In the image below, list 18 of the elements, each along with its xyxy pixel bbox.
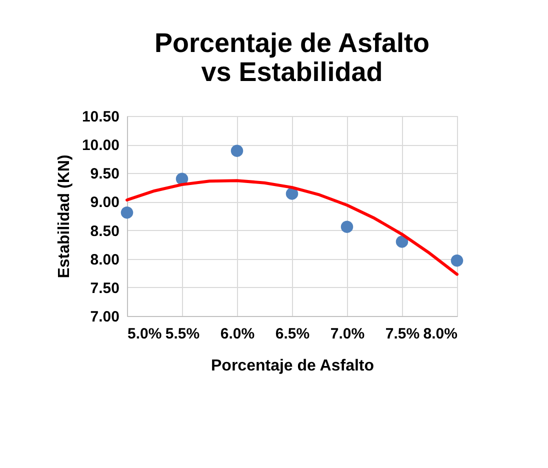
y-tick-label: 7.00 (90, 308, 120, 326)
x-tick-label: 7.5% (385, 326, 420, 342)
y-tick-label: 10.00 (82, 137, 120, 154)
x-tick-label: 5.0% (128, 326, 162, 342)
x-tick-label: 6.5% (275, 326, 310, 342)
x-tick-label: 8.0% (423, 326, 458, 342)
x-tick-label: 6.0% (220, 326, 255, 342)
y-tick-label: 9.50 (90, 166, 120, 183)
y-tick-label: 10.50 (82, 108, 120, 126)
y-tick-label: 8.50 (90, 222, 120, 240)
x-tick-label: 7.0% (330, 326, 365, 342)
x-axis-title: Porcentaje de Asfalto (210, 358, 374, 374)
y-axis-title: Estabilidad (KN) (56, 154, 73, 278)
y-tick-label: 9.00 (90, 194, 120, 212)
y-tick-label: 7.50 (90, 280, 120, 297)
y-tick-label: 8.00 (90, 251, 120, 268)
x-tick-label: 5.5% (165, 326, 200, 342)
chart-title: Porcentaje de Asfalto vs Estabilidad (154, 28, 430, 87)
